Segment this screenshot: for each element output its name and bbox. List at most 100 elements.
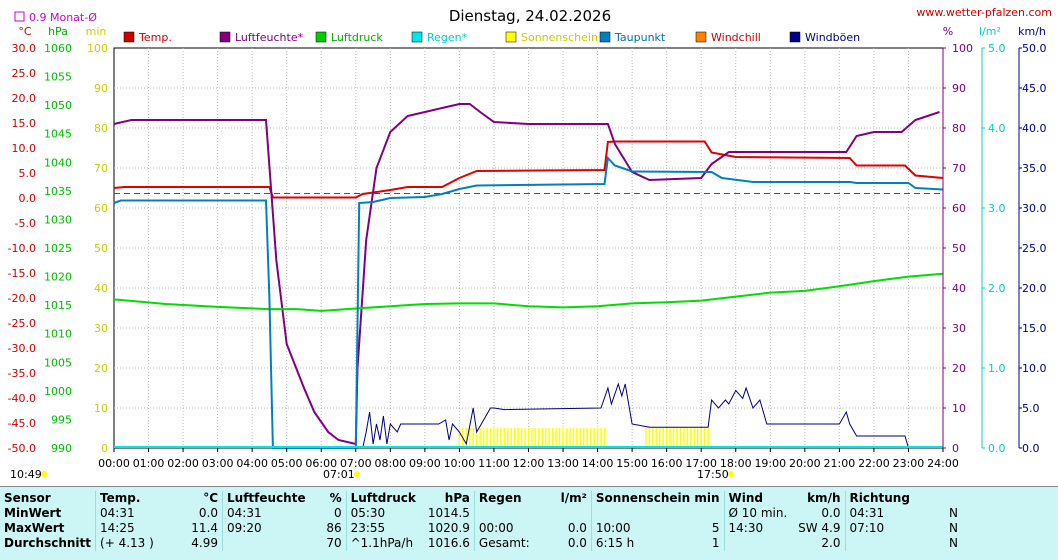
sun-tick-label: 50 xyxy=(94,242,108,255)
temp-tick-label: -5.0 xyxy=(15,217,36,230)
x-tick-label: 17:00 xyxy=(685,457,717,470)
humidity-tick-label: 30 xyxy=(952,322,966,335)
sun-tick-label: 60 xyxy=(94,202,108,215)
hdr-press-unit: hPa xyxy=(444,491,470,505)
legend-swatch xyxy=(315,31,327,43)
wind-value: SW 4.9 xyxy=(798,521,841,535)
x-tick-label: 21:00 xyxy=(824,457,856,470)
hum-value: 0 xyxy=(333,506,342,520)
temp-tick-label: 20.0 xyxy=(12,92,37,105)
dir-value: N xyxy=(948,521,958,535)
temp-unit: °C xyxy=(18,25,32,38)
dir-time: 04:31 xyxy=(844,506,914,521)
dir-value: N xyxy=(948,536,958,550)
press-value: 1016.6 xyxy=(427,536,470,550)
wind-tick-label: 35.0 xyxy=(1022,162,1047,175)
pressure-tick-label: 1040 xyxy=(44,156,72,169)
legend-swatch xyxy=(599,31,611,43)
legend-label: Regen* xyxy=(427,31,468,44)
hdr-wind: Wind xyxy=(723,491,793,506)
wind-tick-label: 45.0 xyxy=(1022,82,1047,95)
hdr-wind-unit: km/h xyxy=(807,491,841,505)
temp-time: 04:31 xyxy=(95,506,165,521)
temp-tick-label: -45.0 xyxy=(8,417,36,430)
axes: 00:00 01:00 02:00 03:00 04:00 05:00 06:00 07:00… xyxy=(8,42,1047,470)
rain-tick-label: 1.0 xyxy=(988,362,1006,375)
pressure-tick-label: 1060 xyxy=(44,42,72,55)
time-label: 10:49 xyxy=(10,468,42,481)
humidity-tick-label: 40 xyxy=(952,282,966,295)
hdr-rain: Regen xyxy=(473,491,543,506)
x-tick-label: 13:00 xyxy=(547,457,579,470)
hdr-dir-value xyxy=(914,491,962,506)
legend-label: Luftdruck xyxy=(331,31,383,44)
x-tick-label: 07:00 xyxy=(340,457,372,470)
x-tick-label: 16:00 xyxy=(651,457,683,470)
sun-tick-label: 30 xyxy=(94,322,108,335)
hdr-hum: Luftfeuchte xyxy=(222,491,310,506)
press-time: 23:55 xyxy=(345,521,420,536)
x-tick-label: 05:00 xyxy=(271,457,303,470)
press-time: 05:30 xyxy=(345,506,420,521)
x-tick-label: 03:00 xyxy=(202,457,234,470)
hdr-temp-unit: °C xyxy=(203,491,219,505)
humidity-tick-label: 0 xyxy=(952,442,959,455)
wind-tick-label: 20.0 xyxy=(1022,282,1047,295)
humidity-tick-label: 60 xyxy=(952,202,966,215)
humidity-series-line xyxy=(113,103,940,446)
sun-tick-label: 70 xyxy=(94,162,108,175)
x-tick-label: 01:00 xyxy=(133,457,165,470)
rain-time xyxy=(473,506,543,521)
humidity-tick-label: 90 xyxy=(952,82,966,95)
chart-title: Dienstag, 24.02.2026 xyxy=(449,7,611,25)
pressure-tick-label: 1010 xyxy=(44,328,72,341)
hum-time: 09:20 xyxy=(222,521,310,536)
x-tick-label: 04:00 xyxy=(236,457,268,470)
pressure-tick-label: 1015 xyxy=(44,299,72,312)
row-label: MaxWert xyxy=(4,521,65,535)
pressure-tick-label: 1025 xyxy=(44,242,72,255)
legend-label: Luftfeuchte* xyxy=(235,31,304,44)
statistics-table: Sensor Temp. °C Luftfeuchte % Luftdruck … xyxy=(0,491,962,551)
sun-unit: min xyxy=(86,25,107,38)
x-tick-label: 09:00 xyxy=(409,457,441,470)
rain-tick-label: 0.0 xyxy=(988,442,1006,455)
x-tick-label: 00:00 xyxy=(98,457,130,470)
x-tick-label: 18:00 xyxy=(720,457,752,470)
rain-time: 00:00 xyxy=(473,521,543,536)
pressure-series-line xyxy=(113,272,944,312)
legend-label: Windböen xyxy=(805,31,860,44)
row-label: Durchschnitt xyxy=(4,536,92,550)
rain-tick-label: 3.0 xyxy=(988,202,1006,215)
sun-value xyxy=(690,506,724,521)
legend-swatch xyxy=(695,31,707,43)
x-tick-label: 19:00 xyxy=(754,457,786,470)
humidity-tick-label: 10 xyxy=(952,402,966,415)
temp-value: 4.99 xyxy=(191,536,219,550)
stats-row-avg: Durchschnitt (+ 4.13 ) 4.99 70 ^1.1hPa/h… xyxy=(0,536,962,551)
pressure-unit: hPa xyxy=(48,25,68,38)
temp-value: 11.4 xyxy=(191,521,219,535)
monthly-avg-label: 0.9 Monat-Ø xyxy=(29,11,97,24)
humidity-tick-label: 20 xyxy=(952,362,966,375)
sun-tick-label: 100 xyxy=(87,42,108,55)
legend-label: Sonnenschein xyxy=(521,31,598,44)
rain-value xyxy=(543,506,592,521)
humidity-tick-label: 80 xyxy=(952,122,966,135)
x-tick-label: 02:00 xyxy=(167,457,199,470)
sunrise-sun-icon xyxy=(354,471,360,477)
hum-time: 04:31 xyxy=(222,506,310,521)
sunset-sun-icon xyxy=(728,471,734,477)
x-tick-label: 14:00 xyxy=(582,457,614,470)
wind-tick-label: 50.0 xyxy=(1022,42,1047,55)
x-tick-label: 12:00 xyxy=(513,457,545,470)
temp-tick-label: 10.0 xyxy=(12,142,37,155)
legend: Temp. Luftfeuchte* Luftdruck Regen* Sonnensc… xyxy=(123,31,860,44)
website-label[interactable]: www.wetter-pfalzen.com xyxy=(916,6,1052,19)
temp-value: 0.0 xyxy=(198,506,219,520)
legend-swatch xyxy=(219,31,231,43)
sunrise-label: 07:01 xyxy=(323,468,355,481)
legend-label: Taupunkt xyxy=(614,31,666,44)
sun-tick-label: 40 xyxy=(94,282,108,295)
pressure-tick-label: 1050 xyxy=(44,99,72,112)
